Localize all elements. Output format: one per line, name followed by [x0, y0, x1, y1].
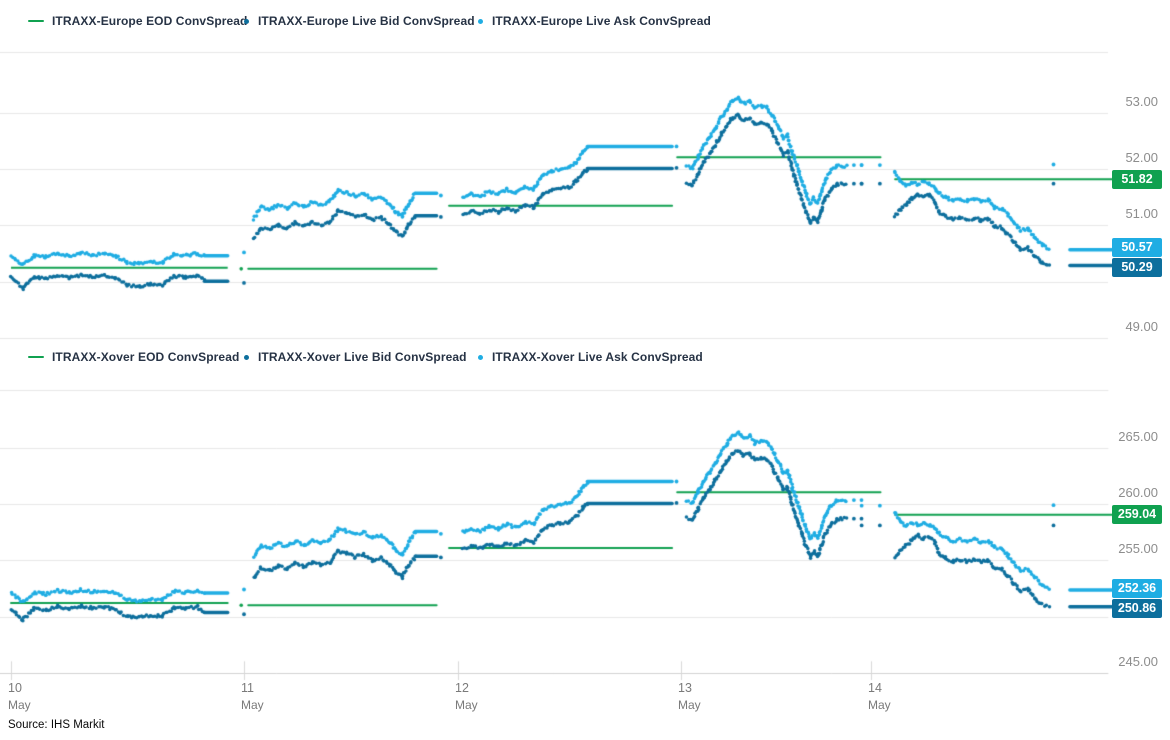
legend-item-ask[interactable]: ITRAXX-Europe Live Ask ConvSpread	[478, 11, 711, 31]
x-tick-day: 13	[678, 681, 692, 695]
legend-europe: ITRAXX-Europe EOD ConvSpread ITRAXX-Europ…	[0, 11, 1170, 31]
x-tick-day: 10	[8, 681, 22, 695]
x-tick-month: May	[678, 698, 701, 712]
eod-line-icon	[28, 356, 44, 358]
last-value-badge-eod: 259.04	[1112, 505, 1162, 525]
x-tick-label: 11 May	[241, 681, 264, 712]
x-tick-day: 12	[455, 681, 469, 695]
x-tick-month: May	[455, 698, 478, 712]
legend-item-eod[interactable]: ITRAXX-Xover EOD ConvSpread	[28, 347, 239, 367]
eod-line-icon	[28, 20, 44, 22]
x-tick-month: May	[241, 698, 264, 712]
y-tick-label: 265.00	[1118, 428, 1158, 444]
legend-item-bid[interactable]: ITRAXX-Europe Live Bid ConvSpread	[244, 11, 475, 31]
y-tick-label: 53.00	[1125, 93, 1158, 109]
y-tick-label: 260.00	[1118, 485, 1158, 500]
x-tick-label: 13 May	[678, 681, 701, 712]
x-tick-day: 14	[868, 681, 882, 695]
x-tick-label: 12 May	[455, 681, 478, 712]
x-tick-day: 11	[241, 681, 254, 695]
legend-label: ITRAXX-Europe Live Ask ConvSpread	[492, 14, 711, 28]
legend-label: ITRAXX-Xover Live Ask ConvSpread	[492, 350, 703, 364]
legend-label: ITRAXX-Europe Live Bid ConvSpread	[258, 14, 475, 28]
y-tick-label: 245.00	[1118, 653, 1158, 669]
legend-xover: ITRAXX-Xover EOD ConvSpread ITRAXX-Xover …	[0, 347, 1170, 367]
x-tick-month: May	[868, 698, 891, 712]
x-tick-label: 14 May	[868, 681, 891, 712]
last-value-badge-ask: 252.36	[1112, 578, 1162, 598]
ask-dot-icon	[478, 354, 483, 360]
ask-dot-icon	[478, 18, 483, 24]
last-value-badge-ask: 50.57	[1112, 238, 1162, 258]
legend-item-ask[interactable]: ITRAXX-Xover Live Ask ConvSpread	[478, 347, 703, 367]
legend-label: ITRAXX-Xover EOD ConvSpread	[52, 350, 240, 364]
y-tick-label: 49.00	[1125, 319, 1158, 335]
legend-item-eod[interactable]: ITRAXX-Europe EOD ConvSpread	[28, 11, 248, 31]
last-value-badge-eod: 51.82	[1112, 169, 1162, 189]
last-value-badge-bid: 250.86	[1112, 598, 1162, 618]
bid-dot-icon	[244, 18, 249, 24]
legend-label: ITRAXX-Xover Live Bid ConvSpread	[258, 350, 467, 364]
y-tick-label: 255.00	[1118, 541, 1158, 557]
bid-dot-icon	[244, 354, 249, 360]
y-tick-label: 51.00	[1125, 206, 1158, 222]
x-tick-label: 10 May	[8, 681, 31, 712]
y-tick-label: 52.00	[1125, 150, 1158, 165]
last-value-badge-bid: 50.29	[1112, 258, 1162, 278]
legend-label: ITRAXX-Europe EOD ConvSpread	[52, 14, 248, 28]
legend-item-bid[interactable]: ITRAXX-Xover Live Bid ConvSpread	[244, 347, 467, 367]
x-tick-month: May	[8, 698, 31, 712]
source-note: Source: IHS Markit	[8, 719, 105, 731]
